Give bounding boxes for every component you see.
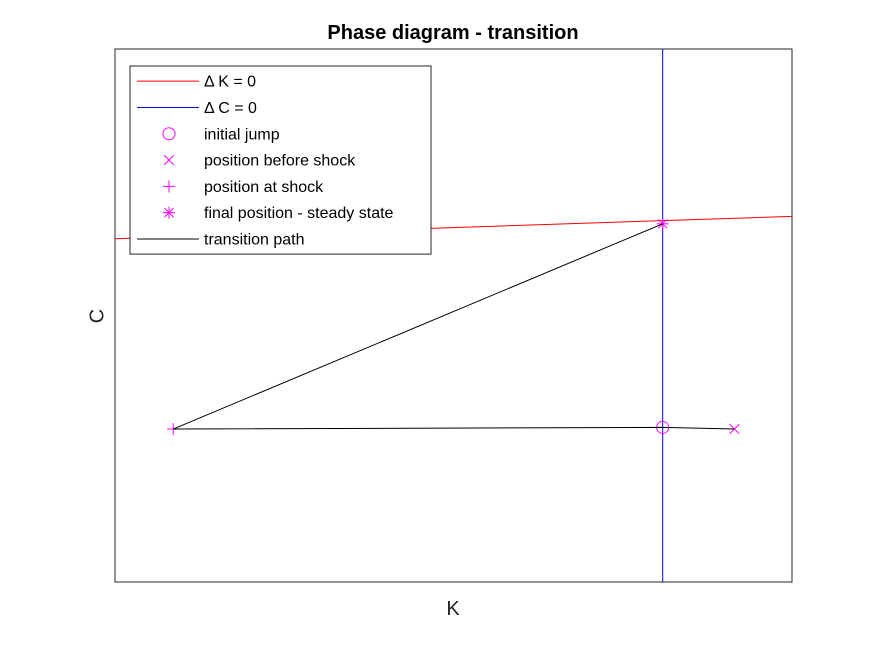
legend-swatch-final-position-steady-state [163,206,175,219]
legend-label-k-0: Δ K = 0 [204,74,256,91]
transition-path-line [173,223,735,430]
axes-box [114,48,793,583]
legend-swatch-position-before-shock [163,154,175,166]
legend-swatch-initial-jump [162,127,176,141]
final-position-steady-state-marker [656,217,669,230]
legend-label-transition-path: transition path [204,231,305,248]
legend-label-initial-jump: initial jump [204,126,280,143]
legend-box [129,65,432,255]
legend-label-final-position-steady-state: final position - steady state [204,205,394,222]
legend: Δ K = 0 Δ C = 0 initial jump position befor… [129,65,432,255]
x-axis-label: K [446,598,460,620]
legend-label-position-at-shock: position at shock [204,179,324,196]
legend-label-c-0: Δ C = 0 [204,100,257,117]
chart-title: Phase diagram - transition [327,22,578,44]
y-axis-label: C [86,309,108,323]
legend-swatch-position-at-shock [163,180,175,193]
legend-label-position-before-shock: position before shock [204,153,356,170]
